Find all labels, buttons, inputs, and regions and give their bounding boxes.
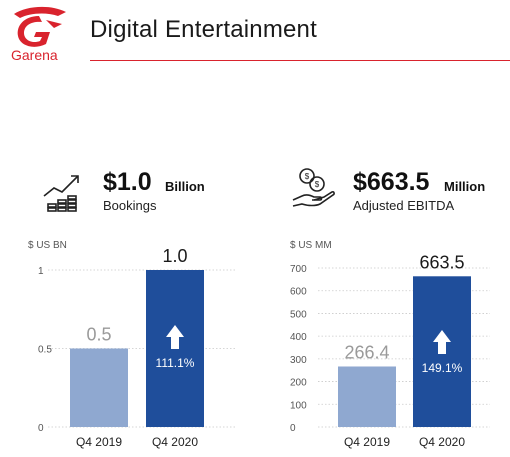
y-tick-label: 0.5 (38, 345, 52, 356)
logo-text: Garena (11, 47, 58, 63)
x-category-label: Q4 2020 (152, 435, 198, 449)
x-category-label: Q4 2019 (344, 435, 390, 449)
y-tick-label: 100 (290, 400, 307, 411)
y-axis-unit-label: $ US BN (28, 240, 67, 251)
bookings-unit: Billion (165, 179, 205, 194)
x-category-label: Q4 2019 (76, 435, 122, 449)
ebitda-label: Adjusted EBITDA (353, 198, 455, 213)
y-tick-label: 700 (290, 264, 307, 275)
bar-value-label: 266.4 (344, 342, 389, 362)
y-tick-label: 1 (38, 266, 44, 277)
up-arrow-icon (166, 325, 184, 349)
money-hand-icon: $ $ (292, 168, 335, 207)
bar-q4-2019 (70, 348, 128, 427)
ebitda-unit: Million (444, 179, 486, 194)
ebitda-value: $663.5 (353, 168, 430, 196)
growth-percent-label: 111.1% (156, 356, 195, 370)
bar-q4-2019 (338, 366, 396, 427)
title-divider (90, 60, 510, 61)
svg-text:$: $ (315, 180, 320, 189)
y-tick-label: 400 (290, 332, 307, 343)
y-tick-label: 500 (290, 309, 307, 320)
garena-logo-icon (14, 6, 66, 47)
bookings-value: $1.0 (103, 168, 152, 196)
bar-value-label: 663.5 (419, 252, 464, 272)
svg-text:$: $ (305, 172, 310, 181)
y-tick-label: 600 (290, 287, 307, 298)
growth-percent-label: 149.1% (422, 361, 463, 375)
y-tick-label: 200 (290, 378, 307, 389)
page-title: Digital Entertainment (90, 16, 317, 43)
bookings-label: Bookings (103, 198, 157, 213)
bar-value-label: 0.5 (86, 325, 111, 345)
bar-value-label: 1.0 (162, 246, 187, 266)
up-arrow-icon (433, 330, 451, 354)
y-tick-label: 0 (290, 423, 296, 434)
x-category-label: Q4 2020 (419, 435, 465, 449)
y-axis-unit-label: $ US MM (290, 240, 332, 251)
y-tick-label: 0 (38, 423, 44, 434)
y-tick-label: 300 (290, 355, 307, 366)
growth-chart-icon (43, 175, 79, 212)
